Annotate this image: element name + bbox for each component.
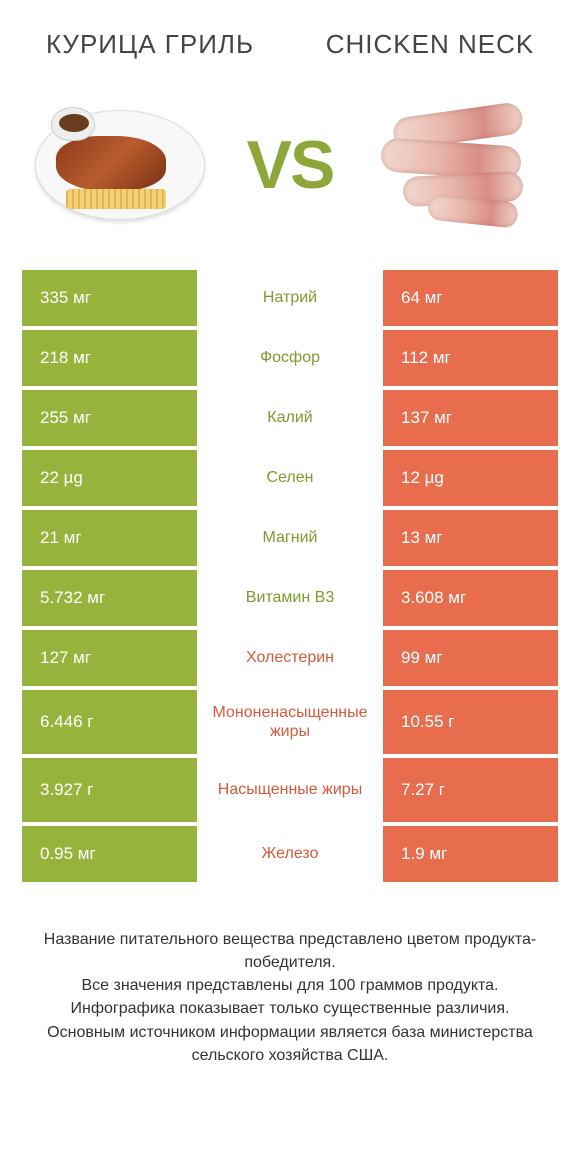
table-row: 3.927 гНасыщенные жиры7.27 г bbox=[22, 758, 558, 822]
hero-row: VS bbox=[0, 70, 580, 270]
left-value-cell: 218 мг bbox=[22, 330, 197, 386]
left-value-cell: 5.732 мг bbox=[22, 570, 197, 626]
table-row: 335 мгНатрий64 мг bbox=[22, 270, 558, 326]
right-value-cell: 12 µg bbox=[383, 450, 558, 506]
chicken-neck-icon bbox=[373, 100, 548, 230]
right-product-image bbox=[370, 90, 550, 240]
left-value-cell: 0.95 мг bbox=[22, 826, 197, 882]
footer-line: Инфографика показывает только существенн… bbox=[28, 997, 552, 1020]
grilled-chicken-icon bbox=[35, 110, 205, 220]
nutrient-label: Селен bbox=[197, 450, 383, 506]
right-product-title: Chicken neck bbox=[320, 30, 540, 60]
nutrient-label: Фосфор bbox=[197, 330, 383, 386]
left-value-cell: 3.927 г bbox=[22, 758, 197, 822]
left-value-cell: 22 µg bbox=[22, 450, 197, 506]
left-product-image bbox=[30, 90, 210, 240]
titles-row: Курица гриль Chicken neck bbox=[0, 0, 580, 70]
right-value-cell: 10.55 г bbox=[383, 690, 558, 754]
nutrient-label: Калий bbox=[197, 390, 383, 446]
table-row: 255 мгКалий137 мг bbox=[22, 390, 558, 446]
left-value-cell: 255 мг bbox=[22, 390, 197, 446]
right-value-cell: 3.608 мг bbox=[383, 570, 558, 626]
right-value-cell: 1.9 мг bbox=[383, 826, 558, 882]
right-value-cell: 137 мг bbox=[383, 390, 558, 446]
table-row: 22 µgСелен12 µg bbox=[22, 450, 558, 506]
comparison-table: 335 мгНатрий64 мг218 мгФосфор112 мг255 м… bbox=[0, 270, 580, 882]
vs-label: VS bbox=[247, 126, 334, 204]
table-row: 0.95 мгЖелезо1.9 мг bbox=[22, 826, 558, 882]
right-value-cell: 112 мг bbox=[383, 330, 558, 386]
table-row: 127 мгХолестерин99 мг bbox=[22, 630, 558, 686]
left-value-cell: 127 мг bbox=[22, 630, 197, 686]
right-value-cell: 13 мг bbox=[383, 510, 558, 566]
left-value-cell: 21 мг bbox=[22, 510, 197, 566]
nutrient-label: Магний bbox=[197, 510, 383, 566]
right-value-cell: 64 мг bbox=[383, 270, 558, 326]
footer-line: Все значения представлены для 100 граммо… bbox=[28, 974, 552, 997]
nutrient-label: Холестерин bbox=[197, 630, 383, 686]
footer-notes: Название питательного вещества представл… bbox=[0, 886, 580, 1067]
nutrient-label: Насыщенные жиры bbox=[197, 758, 383, 822]
left-value-cell: 6.446 г bbox=[22, 690, 197, 754]
table-row: 5.732 мгВитамин B33.608 мг bbox=[22, 570, 558, 626]
nutrient-label: Железо bbox=[197, 826, 383, 882]
footer-line: Основным источником информации является … bbox=[28, 1021, 552, 1067]
right-value-cell: 7.27 г bbox=[383, 758, 558, 822]
footer-line: Название питательного вещества представл… bbox=[28, 928, 552, 974]
right-value-cell: 99 мг bbox=[383, 630, 558, 686]
left-product-title: Курица гриль bbox=[40, 30, 260, 60]
left-value-cell: 335 мг bbox=[22, 270, 197, 326]
nutrient-label: Мононенасыщенные жиры bbox=[197, 690, 383, 754]
table-row: 21 мгМагний13 мг bbox=[22, 510, 558, 566]
table-row: 6.446 гМононенасыщенные жиры10.55 г bbox=[22, 690, 558, 754]
nutrient-label: Витамин B3 bbox=[197, 570, 383, 626]
table-row: 218 мгФосфор112 мг bbox=[22, 330, 558, 386]
nutrient-label: Натрий bbox=[197, 270, 383, 326]
